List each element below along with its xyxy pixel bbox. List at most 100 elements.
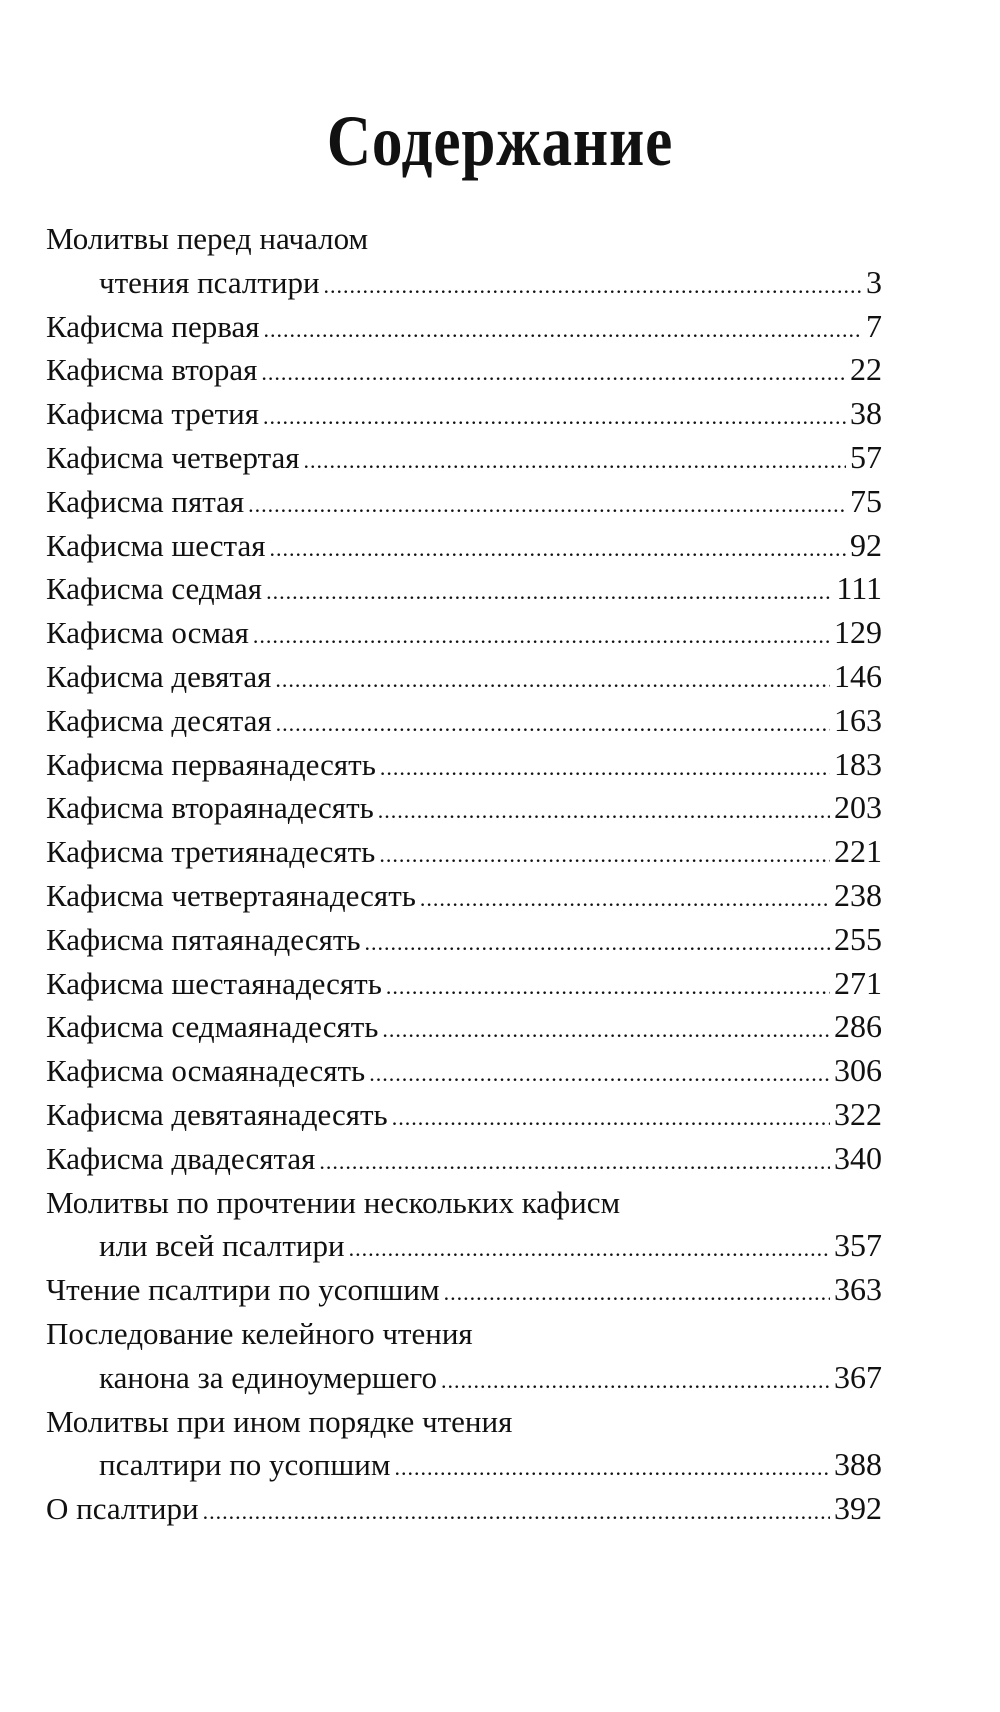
toc-entry-title: Кафисма пятаянадесять bbox=[46, 921, 361, 957]
toc-entry[interactable]: Кафисма пятаянадесять 255 bbox=[46, 918, 882, 962]
toc-page-number: 38 bbox=[850, 395, 882, 432]
dot-leader bbox=[261, 351, 846, 395]
dot-leader bbox=[394, 1446, 830, 1490]
toc-page-number: 203 bbox=[834, 789, 882, 826]
toc-entry[interactable]: канона за единоумершего 367 bbox=[46, 1356, 882, 1400]
toc-entry[interactable]: псалтири по усопшим 388 bbox=[46, 1443, 882, 1487]
toc-entry[interactable]: Кафисма пятая 75 bbox=[46, 480, 882, 524]
dot-leader bbox=[380, 746, 830, 790]
toc-entry-title: Кафисма втораянадесять bbox=[46, 790, 374, 826]
toc-page-number: 306 bbox=[834, 1052, 882, 1089]
toc-entry-title: Молитвы перед началом bbox=[46, 221, 369, 256]
toc-page-number: 363 bbox=[834, 1271, 882, 1308]
toc-entry[interactable]: Кафисма перваянадесять 183 bbox=[46, 743, 882, 787]
toc-entry[interactable]: или всей псалтири 357 bbox=[46, 1224, 882, 1268]
toc-page-number: 3 bbox=[866, 263, 882, 300]
dot-leader bbox=[263, 395, 846, 439]
toc-entry[interactable]: Молитвы при ином порядке чтения bbox=[46, 1400, 882, 1444]
toc-entry[interactable]: Кафисма десятая 163 bbox=[46, 699, 882, 743]
toc-page-number: 111 bbox=[836, 570, 882, 607]
dot-leader bbox=[420, 877, 830, 921]
toc-entry[interactable]: Последование келейного чтения bbox=[46, 1312, 882, 1356]
toc-page-number: 357 bbox=[834, 1227, 882, 1264]
dot-leader bbox=[444, 1271, 830, 1315]
toc-entry-title: Кафисма третия bbox=[46, 396, 259, 432]
toc-page-number: 146 bbox=[834, 657, 882, 694]
page-title: Содержание bbox=[326, 101, 674, 181]
toc-entry-title: чтения псалтири bbox=[99, 264, 320, 300]
dot-leader bbox=[386, 965, 830, 1009]
toc-entry-title: Кафисма четвертая bbox=[46, 439, 300, 475]
toc-entry[interactable]: Кафисма девятаянадесять 322 bbox=[46, 1093, 882, 1137]
toc-page-number: 392 bbox=[834, 1490, 882, 1527]
toc-entry[interactable]: Кафисма шестая 92 bbox=[46, 524, 882, 568]
toc-page-number: 322 bbox=[834, 1095, 882, 1132]
toc-entry-title: Кафисма вторая bbox=[46, 352, 258, 388]
toc-entry[interactable]: Кафисма осмая 129 bbox=[46, 611, 882, 655]
toc-page-number: 388 bbox=[834, 1446, 882, 1483]
toc-entry-title: Кафисма шестаянадесять bbox=[46, 965, 382, 1001]
toc-entry-title: Кафисма пятая bbox=[46, 483, 245, 519]
toc-entry[interactable]: Кафисма четвертая 57 bbox=[46, 436, 882, 480]
toc-entry[interactable]: Кафисма вторая 22 bbox=[46, 348, 882, 392]
toc-entry-title: Кафисма первая bbox=[46, 308, 260, 344]
toc-entry[interactable]: Кафисма третия 38 bbox=[46, 392, 882, 436]
toc-page-number: 255 bbox=[834, 920, 882, 957]
dot-leader bbox=[349, 1227, 830, 1271]
dot-leader bbox=[378, 789, 830, 833]
toc-entry-title: Чтение псалтири по усопшим bbox=[46, 1272, 440, 1308]
toc-entry[interactable]: О псалтири 392 bbox=[46, 1487, 882, 1531]
dot-leader bbox=[276, 702, 830, 746]
toc-entry[interactable]: Кафисма втораянадесять 203 bbox=[46, 786, 882, 830]
dot-leader bbox=[248, 483, 846, 527]
toc-entry[interactable]: Кафисма шестаянадесять 271 bbox=[46, 962, 882, 1006]
toc-entry-title: канона за единоумершего bbox=[99, 1359, 437, 1395]
dot-leader bbox=[319, 1140, 830, 1184]
toc-entry-title: Кафисма перваянадесять bbox=[46, 746, 376, 782]
toc-entry-title: Кафисма шестая bbox=[46, 527, 266, 563]
toc-entry[interactable]: Молитвы перед началом bbox=[46, 217, 882, 261]
dot-leader bbox=[441, 1359, 830, 1403]
dot-leader bbox=[324, 264, 862, 308]
toc-entry-title: О псалтири bbox=[46, 1491, 199, 1527]
toc-entry-title: Кафисма десятая bbox=[46, 702, 272, 738]
toc-entry[interactable]: Кафисма осмаянадесять 306 bbox=[46, 1049, 882, 1093]
toc-entry-title: Последование келейного чтения bbox=[46, 1315, 473, 1351]
toc-entry-title: Кафисма девятаянадесять bbox=[46, 1096, 388, 1132]
toc-entry-title: Кафисма седмая bbox=[46, 571, 263, 607]
toc-page-number: 22 bbox=[850, 351, 882, 388]
toc-entry[interactable]: Чтение псалтири по усопшим 363 bbox=[46, 1268, 882, 1312]
dot-leader bbox=[253, 614, 830, 658]
toc-entry[interactable]: Молитвы по прочтении нескольких кафисм bbox=[46, 1181, 882, 1225]
toc-entry[interactable]: Кафисма девятая 146 bbox=[46, 655, 882, 699]
toc-page-number: 367 bbox=[834, 1358, 882, 1395]
toc-entry-title: или всей псалтири bbox=[99, 1228, 345, 1264]
dot-leader bbox=[266, 570, 832, 614]
toc-page-number: 340 bbox=[834, 1139, 882, 1176]
toc-entry-title: Кафисма четвертаянадесять bbox=[46, 877, 416, 913]
toc-page-number: 75 bbox=[850, 482, 882, 519]
table-of-contents: Молитвы перед началом чтения псалтири 3 Каф… bbox=[46, 217, 882, 1531]
toc-entry-title: Кафисма двадесятая bbox=[46, 1140, 316, 1176]
toc-page-number: 57 bbox=[850, 438, 882, 475]
dot-leader bbox=[382, 1008, 830, 1052]
toc-entry[interactable]: чтения псалтири 3 bbox=[46, 261, 882, 305]
toc-entry[interactable]: Кафисма четвертаянадесять 238 bbox=[46, 874, 882, 918]
toc-entry-title: Кафисма третиянадесять bbox=[46, 834, 376, 870]
toc-page-number: 7 bbox=[866, 307, 882, 344]
dot-leader bbox=[275, 658, 830, 702]
toc-page-number: 92 bbox=[850, 526, 882, 563]
dot-leader bbox=[203, 1490, 830, 1534]
toc-page-number: 271 bbox=[834, 964, 882, 1001]
toc-entry[interactable]: Кафисма первая 7 bbox=[46, 305, 882, 349]
toc-entry-title: Кафисма осмаянадесять bbox=[46, 1053, 366, 1089]
dot-leader bbox=[269, 527, 846, 571]
toc-entry[interactable]: Кафисма седмая 111 bbox=[46, 567, 882, 611]
dot-leader bbox=[263, 308, 862, 352]
toc-entry[interactable]: Кафисма седмаянадесять 286 bbox=[46, 1005, 882, 1049]
toc-page-number: 163 bbox=[834, 701, 882, 738]
toc-entry-title: Молитвы по прочтении нескольких кафисм bbox=[46, 1184, 621, 1220]
toc-entry[interactable]: Кафисма двадесятая 340 bbox=[46, 1137, 882, 1181]
toc-page-number: 129 bbox=[834, 614, 882, 651]
toc-entry[interactable]: Кафисма третиянадесять 221 bbox=[46, 830, 882, 874]
